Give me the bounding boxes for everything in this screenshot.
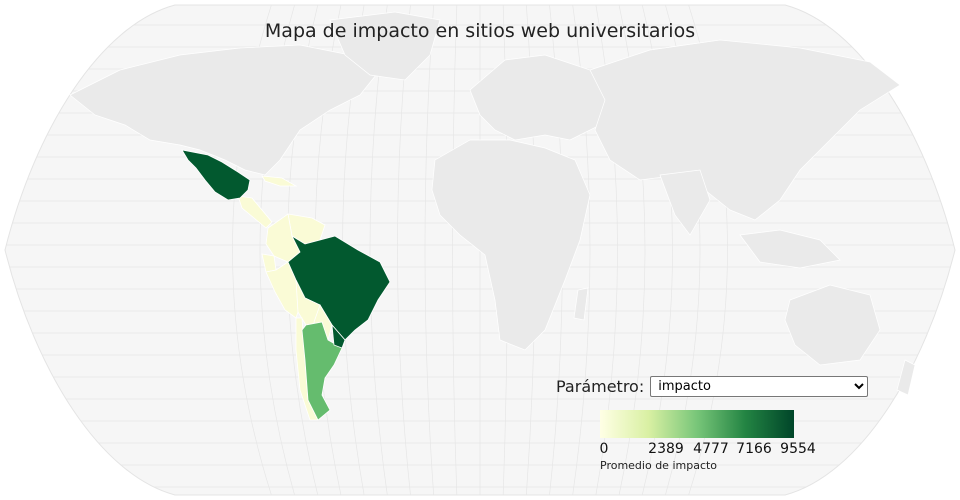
region-southeast-asia[interactable] <box>739 229 841 269</box>
colorbar-title: Promedio de impacto <box>600 459 718 472</box>
country-new-zealand[interactable] <box>896 359 916 396</box>
region-africa[interactable] <box>431 139 591 351</box>
parameter-control: Parámetro: impacto <box>556 376 869 397</box>
parameter-label: Parámetro: <box>556 377 645 396</box>
map-title: Mapa de impacto en sitios web universita… <box>264 20 696 42</box>
country-greenland[interactable] <box>329 11 441 81</box>
country-uruguay[interactable] <box>331 323 346 349</box>
parameter-select[interactable]: impacto <box>650 376 869 397</box>
colorbar-tick: 4777 <box>693 441 729 457</box>
highlighted-countries <box>181 149 391 421</box>
colorbar-tick: 9554 <box>780 441 816 457</box>
region-europe[interactable] <box>469 54 611 141</box>
region-central-america[interactable] <box>237 195 273 229</box>
country-argentina[interactable] <box>301 321 343 421</box>
country-australia[interactable] <box>784 284 881 366</box>
colorbar-tick: 0 <box>599 441 609 457</box>
country-brazil[interactable] <box>287 234 391 341</box>
country-canada[interactable] <box>69 44 381 176</box>
colorbar-gradient <box>600 410 794 438</box>
colorbar-tick: 7166 <box>736 441 772 457</box>
country-cuba[interactable] <box>261 175 298 187</box>
graticule-meridian <box>424 5 435 495</box>
land-masses <box>69 11 916 396</box>
colorbar: 0 2389 4777 7166 9554 Promedio de impact… <box>596 408 826 478</box>
country-madagascar[interactable] <box>573 287 589 321</box>
country-mexico[interactable] <box>181 149 251 201</box>
graticule-meridian <box>452 5 458 495</box>
country-india[interactable] <box>659 169 711 236</box>
colorbar-tick: 2389 <box>648 441 684 457</box>
